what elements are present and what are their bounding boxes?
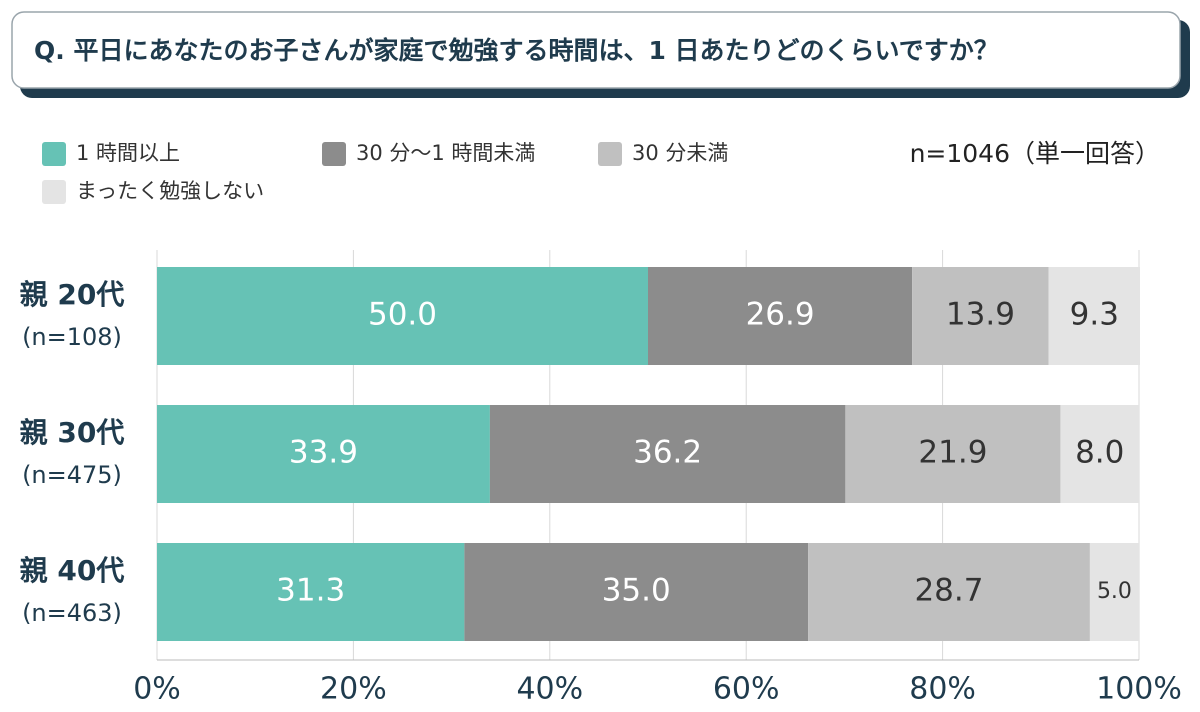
chart-title: Q. 平日にあなたのお子さんが家庭で勉強する時間は、1 日あたりどのくらいですか… — [34, 36, 999, 65]
x-tick-label: 20% — [320, 672, 387, 707]
note: n=1046（単一回答） — [910, 139, 1160, 168]
value-label: 50.0 — [368, 297, 437, 333]
legend-swatch — [42, 142, 66, 166]
x-tick-label: 0% — [133, 672, 181, 707]
bar-segment — [1048, 267, 1140, 365]
legend-swatch — [598, 142, 622, 166]
bar-segment — [464, 543, 809, 641]
category-label: 親 20代 — [20, 278, 125, 311]
bar-segment — [489, 405, 846, 503]
x-tick-label: 100% — [1096, 672, 1182, 707]
legend-swatch — [322, 142, 346, 166]
bar-segment — [912, 267, 1049, 365]
x-tick-label: 40% — [516, 672, 583, 707]
bar-segment — [157, 267, 648, 365]
value-label: 31.3 — [276, 573, 345, 609]
value-label: 33.9 — [289, 435, 358, 471]
legend-swatch — [42, 180, 66, 204]
bar-segment — [648, 267, 913, 365]
value-label: 28.7 — [914, 573, 983, 609]
category-sublabel: (n=108) — [22, 323, 122, 351]
bar-segment — [808, 543, 1090, 641]
legend-label: まったく勉強しない — [76, 179, 264, 203]
x-tick-label: 80% — [909, 672, 976, 707]
value-label: 13.9 — [946, 297, 1015, 333]
category-sublabel: (n=475) — [22, 461, 122, 489]
value-label: 5.0 — [1097, 579, 1132, 604]
value-label: 9.3 — [1070, 297, 1119, 333]
value-label: 36.2 — [633, 435, 702, 471]
category-label: 親 30代 — [20, 416, 125, 449]
bar-segment — [157, 543, 465, 641]
legend-label: 30 分未満 — [632, 141, 728, 165]
value-label: 21.9 — [918, 435, 987, 471]
category-label: 親 40代 — [20, 554, 125, 587]
bar-segment — [1089, 543, 1139, 641]
x-tick-label: 60% — [713, 672, 780, 707]
bar-segment — [845, 405, 1061, 503]
legend-label: 1 時間以上 — [76, 141, 180, 165]
bar-segment — [1060, 405, 1139, 503]
legend-label: 30 分～1 時間未満 — [356, 141, 535, 165]
category-sublabel: (n=463) — [22, 599, 122, 627]
title-box — [11, 11, 1181, 89]
value-label: 35.0 — [602, 573, 671, 609]
value-label: 8.0 — [1075, 435, 1124, 471]
value-label: 26.9 — [746, 297, 815, 333]
bar-segment — [157, 405, 490, 503]
